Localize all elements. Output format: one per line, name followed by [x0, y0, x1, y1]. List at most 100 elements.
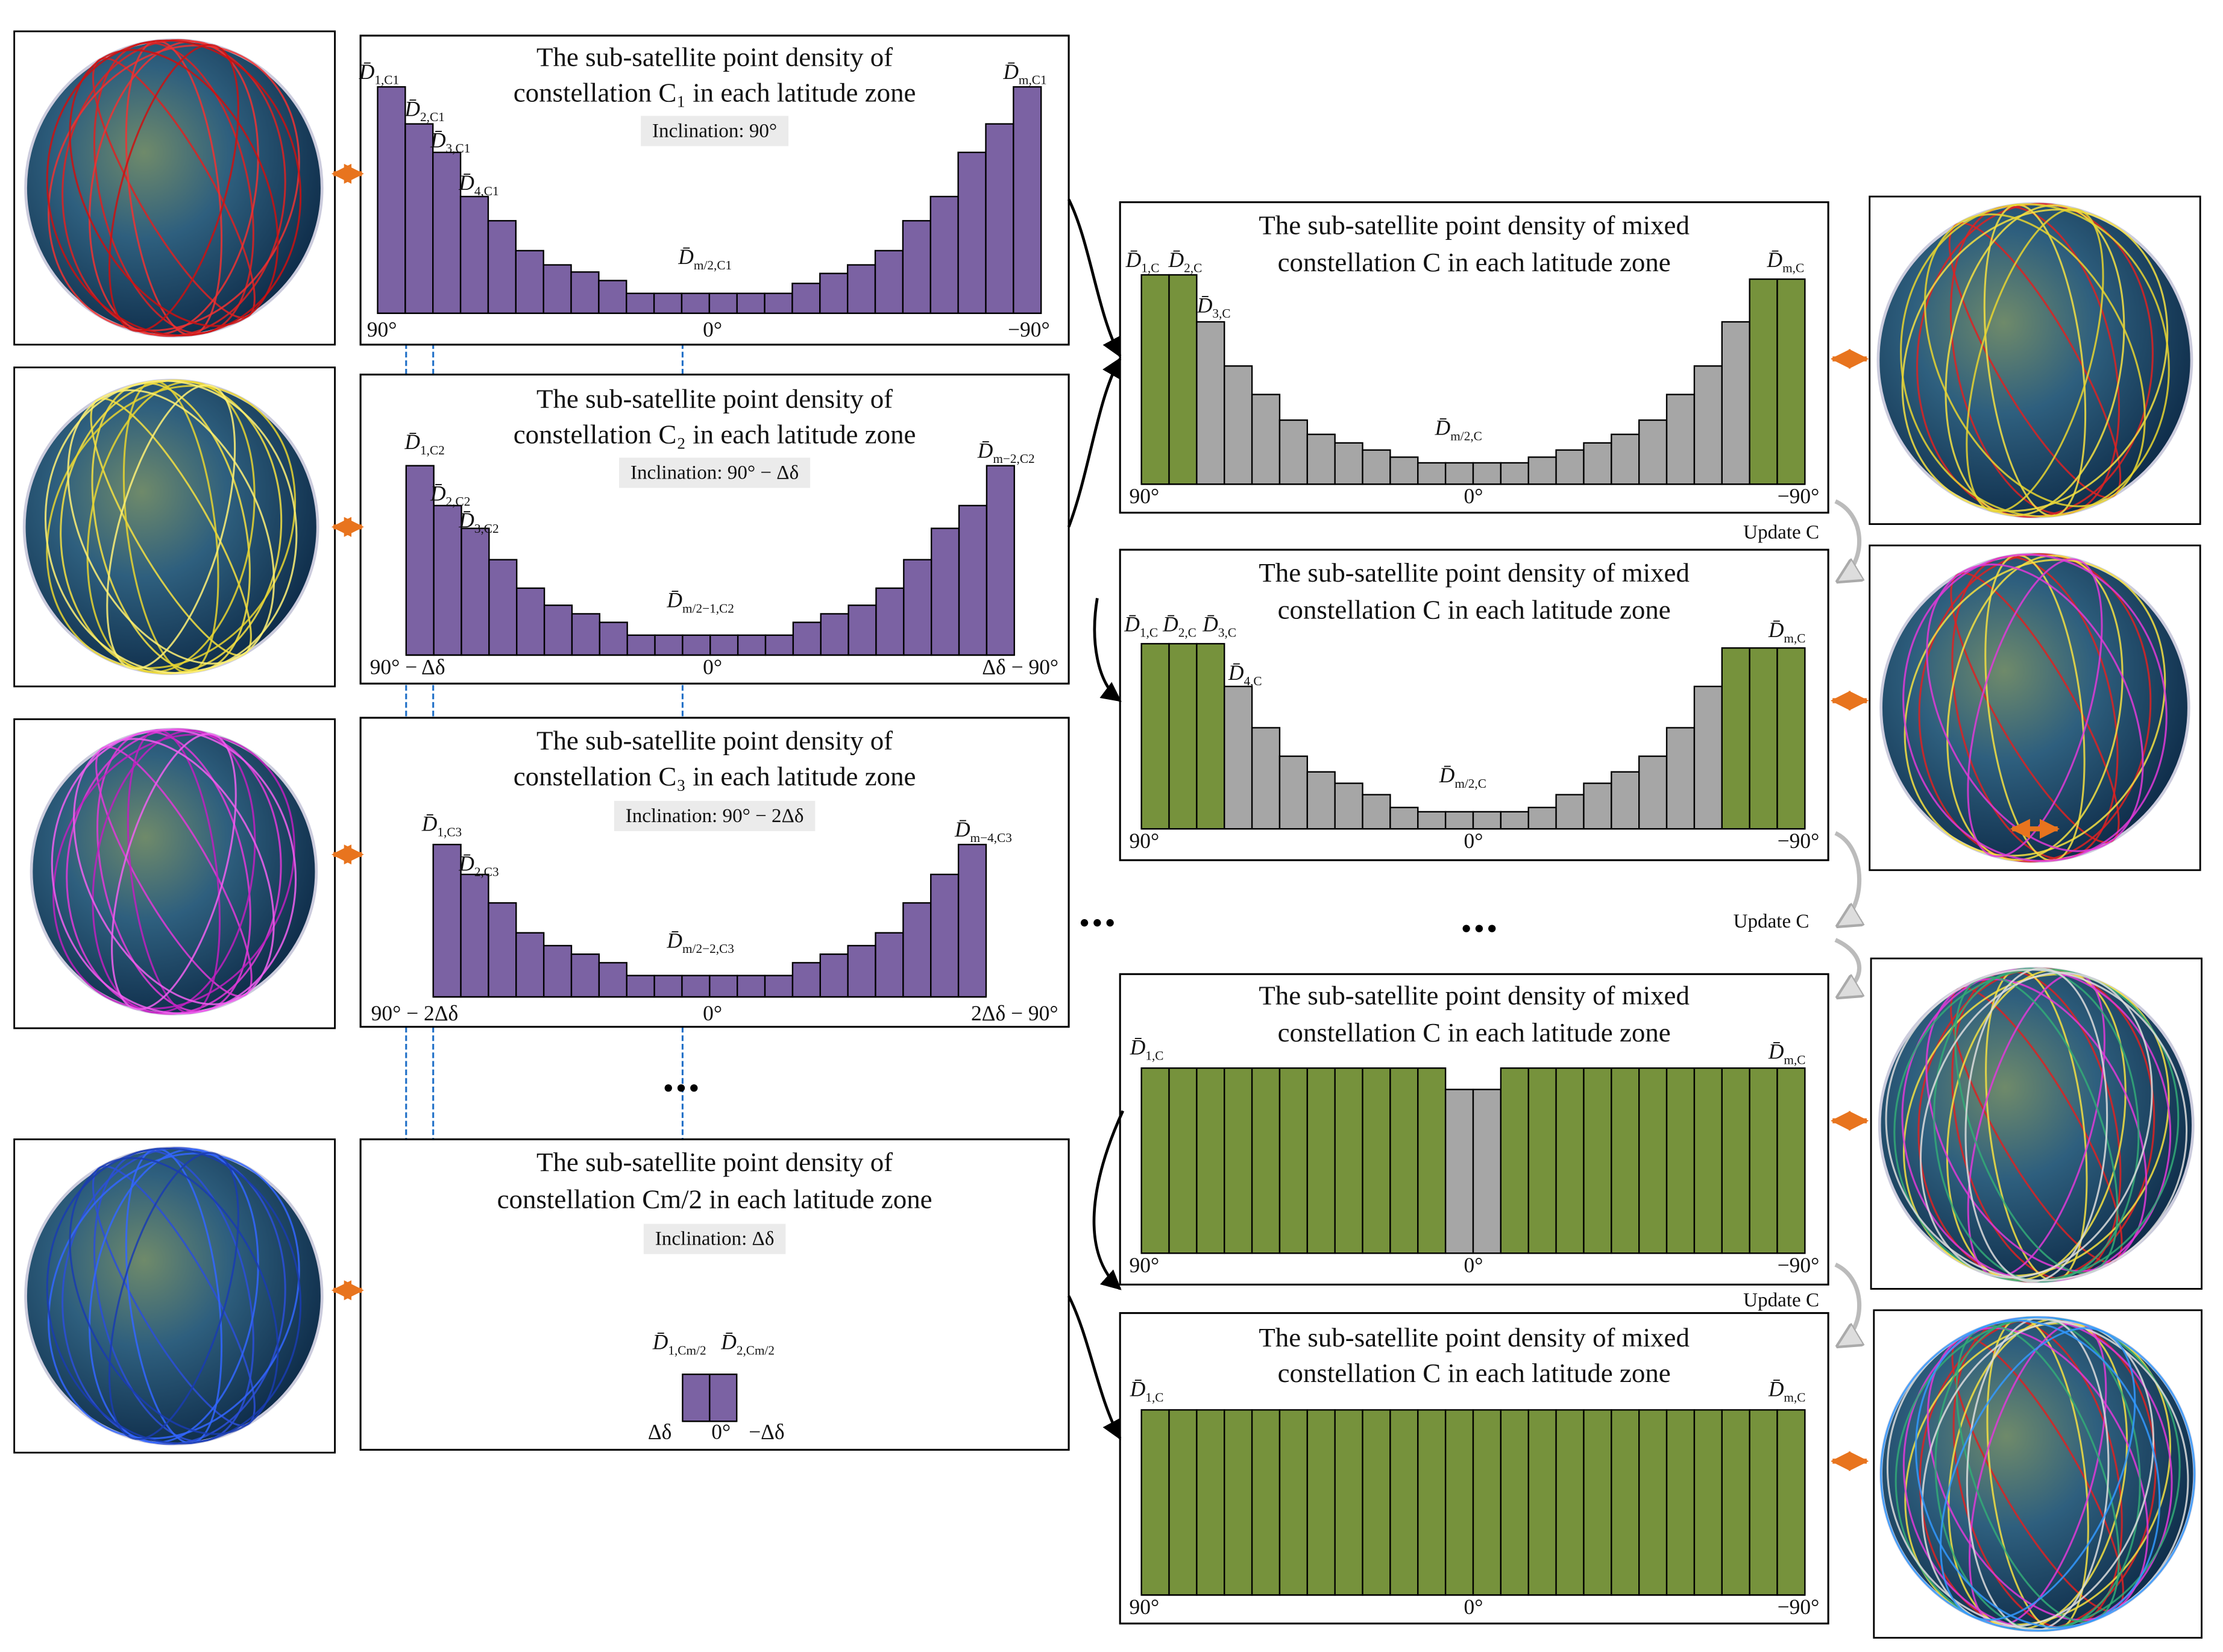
- flow-arrow: [1067, 357, 1122, 528]
- label-main: D̄: [430, 481, 446, 505]
- bar: [1721, 647, 1750, 830]
- axis-label: 0°: [703, 655, 722, 679]
- inclination: Inclination: Δδ: [655, 1228, 775, 1250]
- axis-label: 0°: [703, 1001, 722, 1025]
- axis-label: 90°: [1130, 1595, 1160, 1619]
- bar: [764, 292, 793, 315]
- label-main: D̄: [1768, 1040, 1784, 1064]
- panel-title: constellation C in each latitude zone: [1278, 1358, 1671, 1388]
- label-main: D̄: [359, 60, 375, 84]
- density-panel: The sub-satellite point density of conste…: [359, 373, 1070, 685]
- density-panel: The sub-satellite point density of mixed…: [1119, 973, 1829, 1286]
- bar: [1721, 1409, 1750, 1596]
- panel-title: constellation C in each latitude zone: [1278, 247, 1671, 277]
- label-main: D̄: [1435, 416, 1451, 440]
- bar: [515, 932, 545, 998]
- bar: [958, 504, 988, 656]
- bar: [1555, 449, 1585, 485]
- bar: [1417, 462, 1447, 485]
- bar: [1444, 462, 1474, 485]
- bar: [682, 634, 711, 656]
- label-sub: m−2,C2: [993, 451, 1034, 466]
- panel-title: constellation C₃ in each latitude zone: [514, 761, 916, 791]
- orbit: [92, 729, 256, 1014]
- bar: [1224, 365, 1253, 485]
- bar: [1776, 278, 1806, 485]
- axis-label: −Δδ: [749, 1420, 784, 1444]
- bar: [405, 465, 435, 656]
- label-main: D̄: [1196, 294, 1213, 318]
- density-label: D̄2,C3: [458, 852, 498, 879]
- ellipsis-dot: [664, 1084, 672, 1092]
- density-label: D̄m−2,C2: [977, 439, 1035, 466]
- bar: [875, 587, 905, 656]
- bar: [1251, 1409, 1281, 1596]
- bar: [1555, 1067, 1585, 1254]
- panel-title: The sub-satellite point density of mixed: [1259, 981, 1690, 1011]
- bar: [1665, 727, 1696, 830]
- bar: [516, 587, 546, 656]
- orbit: [67, 389, 275, 665]
- bar: [598, 962, 627, 998]
- bar: [1389, 1409, 1419, 1596]
- bar: [1417, 811, 1447, 830]
- orbit: [48, 44, 300, 331]
- bar: [736, 292, 766, 315]
- orbit: [61, 1147, 286, 1445]
- density-label: D̄m/2−1,C2: [666, 588, 734, 616]
- panel-title: constellation C₁ in each latitude zone: [514, 78, 916, 108]
- bar: [1196, 1409, 1225, 1596]
- bar: [1583, 442, 1612, 485]
- ellipsis-dot: [1462, 925, 1470, 932]
- orbit: [1880, 1316, 2196, 1632]
- label-sub: m/2−2,C3: [682, 941, 734, 956]
- orbit: [66, 728, 282, 1015]
- label-sub: 3,C2: [474, 521, 499, 536]
- axis-label: 0°: [1464, 1595, 1483, 1619]
- label-sub: 3,C1: [446, 141, 471, 155]
- flow-arrow: [1092, 1110, 1125, 1290]
- orbit: [1933, 967, 2140, 1283]
- bar: [708, 292, 738, 315]
- orbit: [1924, 213, 2146, 507]
- axis-label: Δδ: [648, 1420, 672, 1444]
- axis-label: 0°: [711, 1420, 731, 1444]
- bar: [1472, 811, 1502, 830]
- orbit: [44, 380, 298, 674]
- panel-title: constellation C in each latitude zone: [1278, 594, 1671, 624]
- panel-title: constellation C₂ in each latitude zone: [514, 419, 916, 450]
- bar: [792, 621, 822, 656]
- orbit: [1946, 554, 2124, 861]
- bar: [1168, 1409, 1198, 1596]
- bar: [1417, 1409, 1447, 1596]
- density-label: D̄3,C: [1196, 294, 1231, 321]
- bar: [626, 634, 656, 656]
- label-main: D̄: [1124, 612, 1140, 636]
- bar: [1721, 321, 1750, 485]
- density-panel: The sub-satellite point density of conste…: [359, 1138, 1070, 1451]
- bar: [1251, 727, 1281, 830]
- bar: [1527, 1067, 1557, 1254]
- label-sub: 2,C: [1184, 260, 1202, 275]
- orbit: [1945, 204, 2125, 517]
- bar: [819, 272, 849, 315]
- label-sub: 1,Cm/2: [668, 1343, 706, 1357]
- bar: [1583, 1409, 1612, 1596]
- bar: [1527, 456, 1557, 485]
- orbit: [1885, 969, 2188, 1282]
- bar: [737, 975, 766, 998]
- density-label: D̄4,C1: [458, 171, 498, 198]
- label-sub: 1,C: [1145, 1390, 1163, 1404]
- orbit: [1966, 208, 2104, 513]
- bar: [1444, 1409, 1474, 1596]
- label-sub: 2,C: [1178, 625, 1196, 639]
- bar: [488, 559, 518, 656]
- orbit: [89, 40, 259, 336]
- bar: [1334, 442, 1363, 485]
- bar: [432, 844, 462, 998]
- bar: [847, 944, 876, 998]
- label-main: D̄: [1228, 661, 1244, 685]
- bar: [1555, 794, 1585, 830]
- ellipsis-dot: [690, 1084, 698, 1092]
